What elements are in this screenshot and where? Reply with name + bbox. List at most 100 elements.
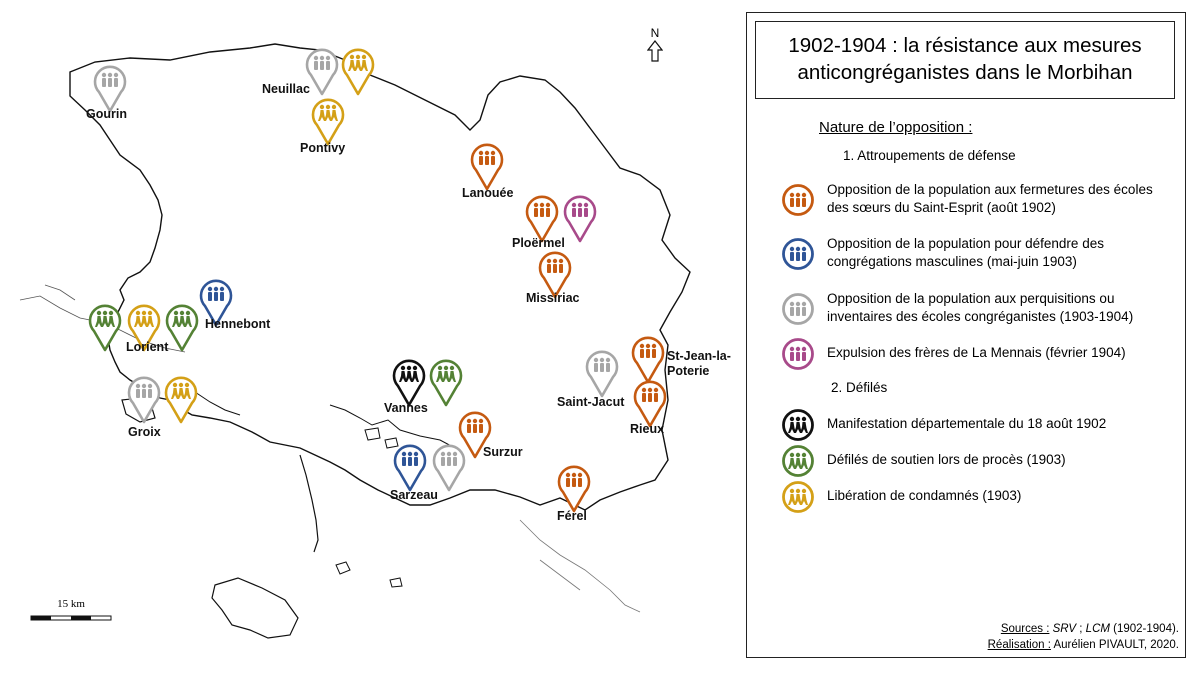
place-label-rieux: Rieux xyxy=(630,422,665,436)
north-arrow: N xyxy=(640,26,670,65)
legend-item-gray: Opposition de la population aux perquisi… xyxy=(781,290,1181,330)
map-marker-orange xyxy=(458,409,492,459)
legend-label: Défilés de soutien lors de procès (1903) xyxy=(827,452,1066,467)
map-marker-gray xyxy=(93,63,127,113)
credits: Sources : SRV ; LCM (1902-1904). Réalisa… xyxy=(988,621,1179,653)
map-marker-blue xyxy=(199,277,233,327)
place-label-missiriac: Missiriac xyxy=(526,291,580,305)
crowd-icon xyxy=(563,195,597,243)
realisation-line: Réalisation : Aurélien PIVAULT, 2020. xyxy=(987,639,1179,651)
legend-label: Opposition de la population aux perquisi… xyxy=(827,291,1134,324)
crowd-icon xyxy=(585,350,619,398)
estuary-coast-2 xyxy=(539,559,581,591)
place-label-vannes: Vannes xyxy=(384,401,428,415)
crowd-icon xyxy=(458,411,492,459)
map-marker-orange xyxy=(631,334,665,384)
legend-item-green: Défilés de soutien lors de procès (1903) xyxy=(781,442,1181,482)
houat-island xyxy=(335,561,351,575)
legend-label: Opposition de la population aux fermetur… xyxy=(827,182,1153,215)
river-laita xyxy=(44,284,76,301)
gulf-island-1 xyxy=(364,427,381,441)
crowd-icon xyxy=(470,143,504,191)
crowd-icon xyxy=(525,195,559,243)
marching-icon xyxy=(164,376,198,424)
legend-item-orange: Opposition de la population aux fermetur… xyxy=(781,181,1181,221)
crowd-icon xyxy=(393,444,427,492)
crowd-icon xyxy=(93,65,127,113)
map-marker-gold xyxy=(341,46,375,96)
legend-heading: Nature de l’opposition : xyxy=(819,119,973,136)
map-marker-orange xyxy=(633,378,667,428)
crowd-icon xyxy=(199,279,233,327)
map-marker-blue xyxy=(393,442,427,492)
legend-label: Opposition de la population pour défendr… xyxy=(827,236,1104,269)
map-marker-orange xyxy=(470,141,504,191)
marching-icon xyxy=(165,304,199,352)
hoedic-island xyxy=(389,577,403,588)
north-arrow-icon xyxy=(646,40,664,62)
place-label-lanouee: Lanouée xyxy=(462,186,514,200)
crowd-icon xyxy=(557,465,591,513)
map-marker-gold xyxy=(311,96,345,146)
scale-bar-graphic xyxy=(30,615,112,621)
map-title-line-2: anticongréganistes dans le Morbihan xyxy=(797,61,1133,84)
map-marker-gray xyxy=(432,442,466,492)
place-label-pontivy: Pontivy xyxy=(300,141,346,155)
map-marker-gray xyxy=(127,374,161,424)
legend-item-gold: Libération de condamnés (1903) xyxy=(781,478,1181,518)
place-label-ferel: Férel xyxy=(557,509,587,523)
crowd-icon xyxy=(631,336,665,384)
map-marker-gold xyxy=(164,374,198,424)
map-marker-orange xyxy=(525,193,559,243)
place-label-groix: Groix xyxy=(128,425,161,439)
gulf-coast xyxy=(329,404,456,449)
legend-item-purple: Expulsion des frères de La Mennais (févr… xyxy=(781,335,1181,375)
map-marker-green xyxy=(88,302,122,352)
scale-bar: 15 km xyxy=(30,598,112,628)
place-label-surzur: Surzur xyxy=(483,445,523,459)
map-marker-gray xyxy=(585,348,619,398)
map-marker-green xyxy=(165,302,199,352)
marching-icon xyxy=(392,359,426,407)
estuary-coast xyxy=(519,519,641,613)
legend-section-2: 2. Défilés xyxy=(831,380,888,395)
marching-icon xyxy=(88,304,122,352)
legend-label: Expulsion des frères de La Mennais (févr… xyxy=(827,345,1126,360)
map-title: 1902-1904 : la résistance aux mesures an… xyxy=(755,21,1175,99)
map-marker-orange xyxy=(557,463,591,513)
map-title-line-1: 1902-1904 : la résistance aux mesures xyxy=(788,34,1142,57)
place-label-neuillac: Neuillac xyxy=(262,82,310,96)
scale-label: 15 km xyxy=(57,598,85,610)
north-label: N xyxy=(650,26,660,40)
crowd-icon xyxy=(127,376,161,424)
crowd-icon xyxy=(305,48,339,96)
place-label-lorient: Lorient xyxy=(126,340,169,354)
crowd-icon xyxy=(432,444,466,492)
marching-icon xyxy=(127,304,161,352)
legend-section-1: 1. Attroupements de défense xyxy=(843,148,1016,163)
legend-item-blue: Opposition de la population pour défendr… xyxy=(781,235,1181,275)
map-marker-black xyxy=(392,357,426,407)
legend-panel: 1902-1904 : la résistance aux mesures an… xyxy=(746,12,1186,658)
map-marker-gray xyxy=(305,46,339,96)
marching-icon xyxy=(311,98,345,146)
crowd-icon xyxy=(538,251,572,299)
sources-line: Sources : SRV ; LCM (1902-1904). xyxy=(1000,623,1179,635)
map-marker-orange xyxy=(538,249,572,299)
place-label-saint-jacut: Saint-Jacut xyxy=(557,395,625,409)
place-label-st-jean-la-poterie: St-Jean-la- Poterie xyxy=(667,349,731,378)
map: N 15 km xyxy=(19,26,731,639)
marching-icon xyxy=(429,359,463,407)
legend-item-black: Manifestation départementale du 18 août … xyxy=(781,406,1181,446)
legend-label: Manifestation départementale du 18 août … xyxy=(827,416,1107,431)
place-label-hennebont: Hennebont xyxy=(205,317,271,331)
legend-label: Libération de condamnés (1903) xyxy=(827,488,1022,503)
marching-icon xyxy=(341,48,375,96)
department-boundary xyxy=(69,43,691,511)
map-marker-gold xyxy=(127,302,161,352)
map-marker-purple xyxy=(563,193,597,243)
quiberon xyxy=(299,454,319,553)
crowd-icon xyxy=(633,380,667,428)
place-label-sarzeau: Sarzeau xyxy=(390,488,438,502)
gulf-island-2 xyxy=(384,437,399,449)
